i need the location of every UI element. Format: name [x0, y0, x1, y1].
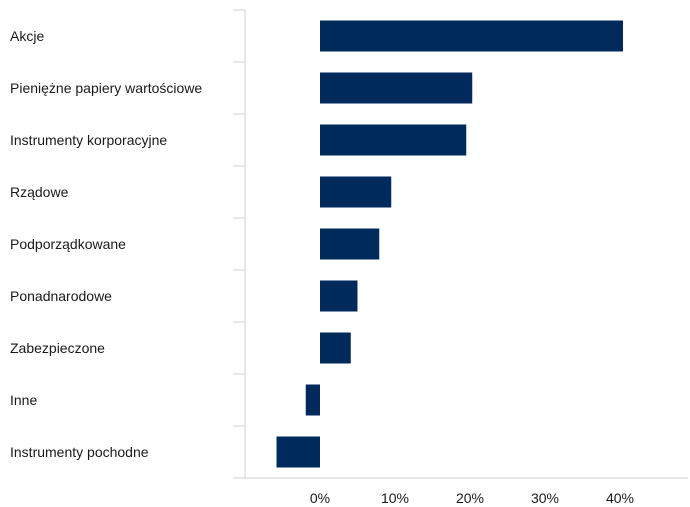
x-tick-label: 40%	[606, 490, 634, 506]
category-label: Rządowe	[10, 184, 69, 200]
category-label: Zabezpieczone	[10, 340, 105, 356]
category-label: Pieniężne papiery wartościowe	[10, 80, 202, 96]
x-tick-label: 0%	[310, 490, 330, 506]
x-tick-label: 10%	[381, 490, 409, 506]
axis-layer	[233, 9, 688, 479]
bar	[320, 124, 467, 156]
category-label: Instrumenty korporacyjne	[10, 132, 167, 148]
bar	[276, 436, 320, 468]
bar	[320, 176, 392, 208]
bar	[320, 280, 358, 312]
x-tick-labels: 0% 10% 20% 30% 40%	[310, 490, 634, 506]
bars-layer	[276, 20, 623, 468]
category-label: Ponadnarodowe	[10, 288, 112, 304]
category-label: Inne	[10, 392, 37, 408]
category-labels: Akcje Pieniężne papiery wartościowe Instru…	[10, 28, 202, 460]
category-label: Instrumenty pochodne	[10, 444, 149, 460]
x-tick-label: 30%	[531, 490, 559, 506]
x-tick-label: 20%	[456, 490, 484, 506]
category-label: Akcje	[10, 28, 44, 44]
bar	[320, 72, 473, 104]
category-label: Podporządkowane	[10, 236, 126, 252]
bar	[320, 228, 380, 260]
bar	[320, 20, 623, 52]
bar	[320, 332, 351, 364]
bar	[305, 384, 320, 416]
